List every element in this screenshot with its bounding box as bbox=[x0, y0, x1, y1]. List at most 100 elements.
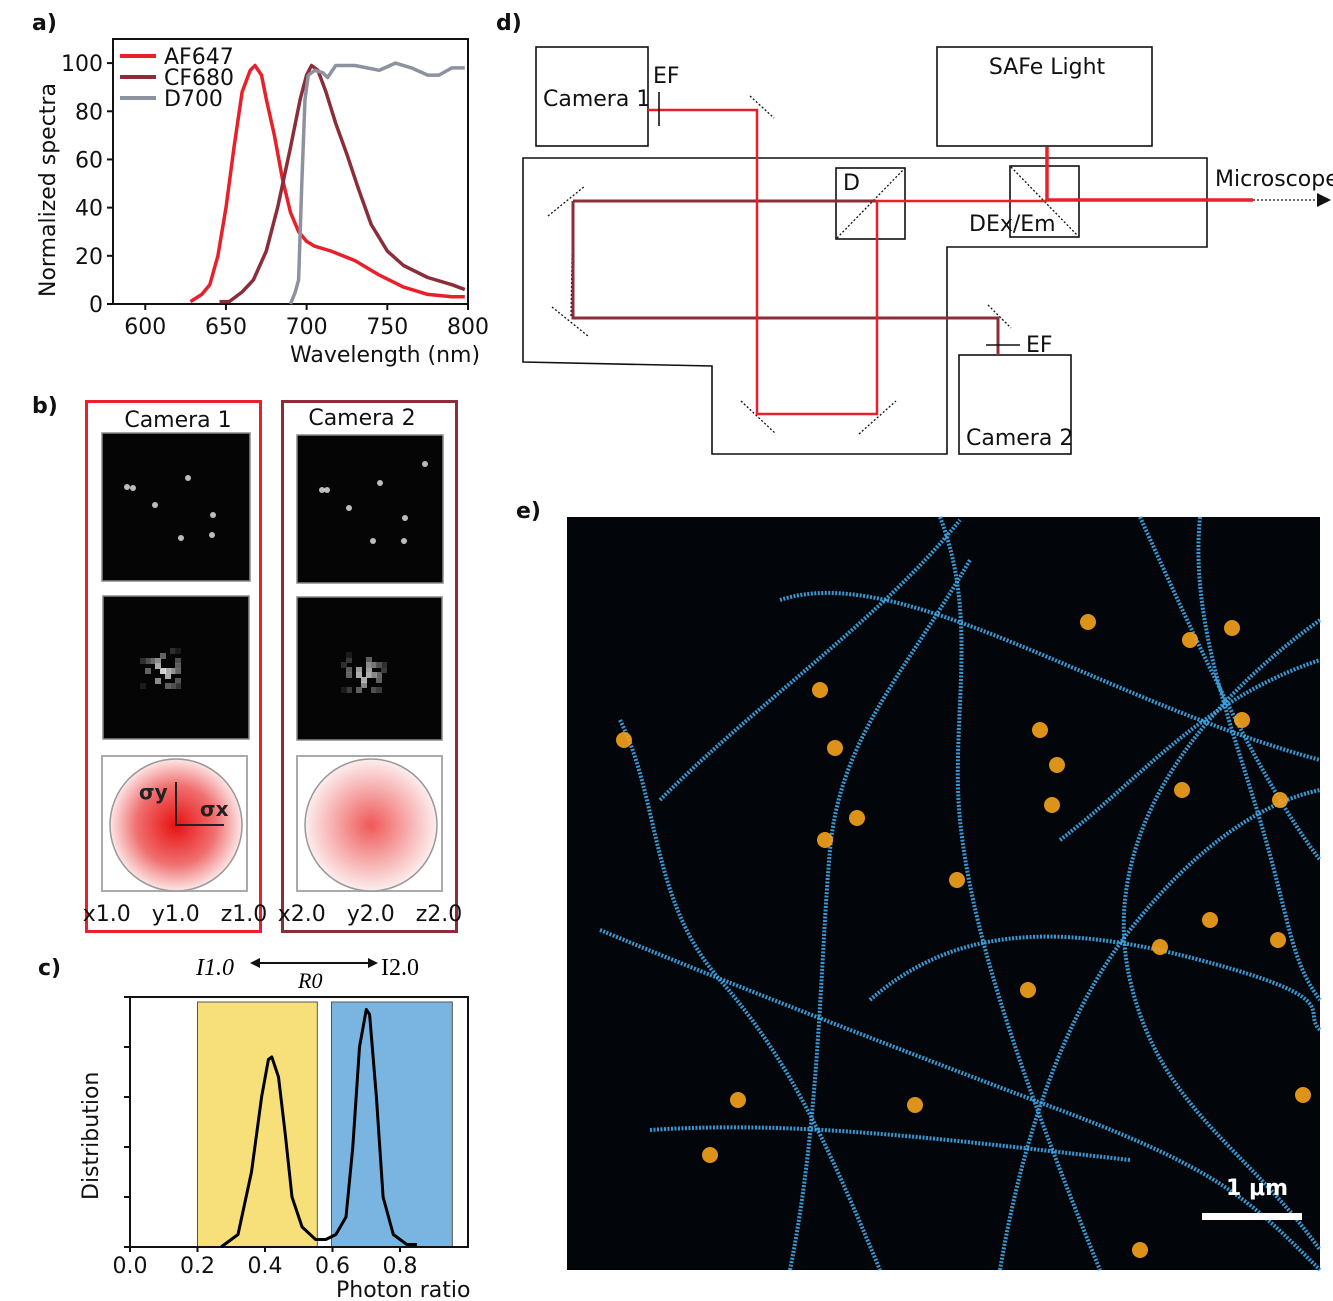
psf-pixel bbox=[175, 678, 181, 684]
x-tick-label: 0.2 bbox=[180, 1254, 215, 1279]
psf-pixel bbox=[356, 667, 362, 673]
psf-pixel bbox=[346, 652, 352, 658]
psf-pixel bbox=[155, 658, 161, 664]
psf-pixel bbox=[356, 687, 362, 693]
psf-pixel bbox=[381, 662, 387, 668]
psf-pixel bbox=[376, 687, 382, 693]
fluorescent-spot bbox=[319, 487, 325, 493]
annotation-i2: I2.0 bbox=[381, 955, 419, 981]
psf-pixel bbox=[371, 672, 377, 678]
protein-cluster bbox=[1032, 722, 1048, 738]
annotation-r0: R0 bbox=[297, 968, 322, 993]
camera2-title: Camera 2 bbox=[308, 406, 415, 431]
camera2-label: Camera 2 bbox=[966, 426, 1073, 451]
x-tick-label: 700 bbox=[286, 315, 328, 340]
super-resolution-image: 1 μm bbox=[567, 516, 1322, 1272]
microtubule-filament bbox=[1058, 658, 1321, 842]
psf-pixel bbox=[140, 683, 146, 689]
photon-ratio-chart: 0.0 0.2 0.4 0.6 0.8 I1.0 I2.0 R0 Photon rati… bbox=[79, 955, 470, 1301]
dichroic-box bbox=[835, 167, 906, 240]
fluorescent-spot bbox=[209, 532, 215, 538]
microtubule-filament bbox=[599, 928, 1322, 1272]
y-tick-label: 20 bbox=[75, 245, 103, 270]
panel-label-a: a) bbox=[32, 11, 57, 36]
protein-cluster bbox=[1174, 782, 1190, 798]
psf-pixel bbox=[165, 668, 171, 674]
psf-pixel bbox=[145, 658, 151, 664]
x-tick-label: 0.6 bbox=[315, 1254, 350, 1279]
sigma-axes bbox=[175, 782, 224, 826]
protein-cluster bbox=[1044, 797, 1060, 813]
psf-pixel bbox=[376, 662, 382, 668]
microtubule-filament bbox=[938, 516, 1102, 1271]
optical-setup-diagram: Camera 1 EF SAFe Light D DEx/Em Camera 2… bbox=[522, 46, 1333, 455]
protein-cluster bbox=[730, 1092, 746, 1108]
psf-pixel bbox=[346, 672, 352, 678]
psf-pixel bbox=[155, 663, 161, 669]
psf-pixel bbox=[366, 662, 372, 668]
x-tick-label: 0.8 bbox=[383, 1254, 418, 1279]
safe-light-label: SAFe Light bbox=[989, 55, 1106, 80]
microtubule-filament bbox=[649, 1125, 1131, 1162]
protein-cluster bbox=[827, 740, 843, 756]
y-tick-label: 0 bbox=[89, 293, 103, 318]
psf-pixel bbox=[381, 667, 387, 673]
safe-light-box bbox=[936, 46, 1153, 147]
x-tick-label: 750 bbox=[366, 315, 408, 340]
ratio-plot-frame bbox=[129, 996, 469, 1248]
psf-pixel bbox=[376, 677, 382, 683]
legend-label-cf680: CF680 bbox=[164, 66, 234, 91]
ratio-band-2 bbox=[330, 1001, 453, 1248]
sigma-y-label: σy bbox=[139, 780, 168, 804]
sigma-x-label: σx bbox=[200, 797, 229, 821]
fluorescent-spot bbox=[402, 515, 408, 521]
camera2-box bbox=[958, 354, 1072, 455]
microtubule-filament bbox=[658, 518, 962, 802]
fluorescent-spot bbox=[346, 505, 352, 511]
camera-frame-image-1 bbox=[101, 432, 251, 582]
fluorescent-spot bbox=[124, 484, 130, 490]
psf-pixel bbox=[361, 677, 367, 683]
series-cf680 bbox=[219, 63, 466, 304]
legend-label-d700: D700 bbox=[164, 87, 223, 112]
ef2-label: EF bbox=[1026, 333, 1053, 358]
scale-bar bbox=[1202, 1213, 1302, 1220]
psf-pixel bbox=[150, 658, 156, 664]
spectra-chart: 600 650 700 750 800 0 20 40 60 80 100 AF647CF680D7… bbox=[36, 38, 489, 368]
psf-pixel bbox=[341, 687, 347, 693]
psf-pixel bbox=[175, 658, 181, 664]
panel-label-d: d) bbox=[496, 11, 522, 36]
camera1-values: x1.0 y1.0 z1.0 bbox=[83, 902, 268, 927]
psf-pixel bbox=[170, 648, 176, 654]
protein-cluster bbox=[1182, 632, 1198, 648]
psf-pixel bbox=[356, 672, 362, 678]
beam-paths bbox=[571, 92, 1253, 416]
protein-cluster bbox=[1049, 757, 1065, 773]
psf-model-2 bbox=[304, 758, 438, 892]
fluorescent-spot bbox=[324, 487, 330, 493]
camera1-title: Camera 1 bbox=[124, 408, 231, 433]
psf-pixel bbox=[170, 683, 176, 689]
camera1-frame bbox=[85, 400, 262, 933]
psf-pixel bbox=[145, 668, 151, 674]
protein-cluster bbox=[1295, 1087, 1311, 1103]
microscope-label: Microscope bbox=[1215, 167, 1333, 192]
microtubule-filament bbox=[1138, 516, 1322, 862]
mirrors bbox=[547, 95, 1318, 435]
y-tick-label: 100 bbox=[61, 52, 103, 77]
protein-cluster bbox=[812, 682, 828, 698]
psf-pixel bbox=[160, 668, 166, 674]
setup-housing bbox=[522, 157, 1208, 455]
series-af647 bbox=[189, 63, 465, 304]
psf-pixel bbox=[175, 668, 181, 674]
ef1-label: EF bbox=[653, 64, 680, 89]
distribution-curve bbox=[220, 1008, 417, 1249]
psf-pixel bbox=[175, 663, 181, 669]
ratio-x-label: Photon ratio bbox=[336, 1278, 470, 1301]
x-tick-label: 0.4 bbox=[248, 1254, 283, 1279]
dichroic-label: D bbox=[843, 171, 860, 196]
psf-pixel bbox=[160, 653, 166, 659]
x-tick-label: 600 bbox=[124, 315, 166, 340]
psf-pixel bbox=[175, 683, 181, 689]
